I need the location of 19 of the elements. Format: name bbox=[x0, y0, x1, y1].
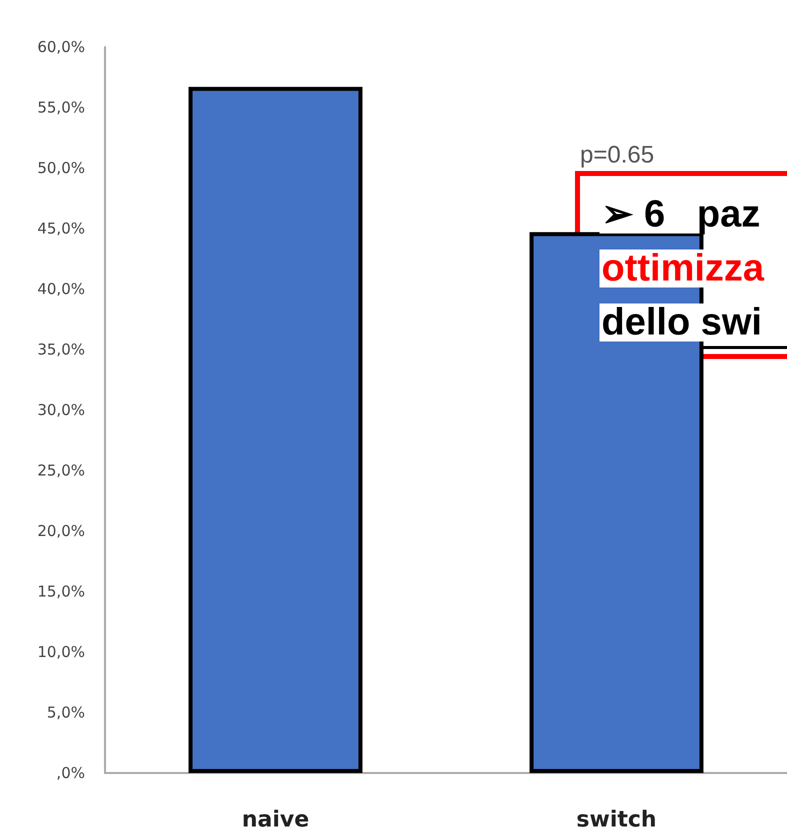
y-tick-label: 55,0% bbox=[37, 98, 85, 116]
annotation: ➢ 6 paz bbox=[602, 194, 760, 236]
y-tick-label: 40,0% bbox=[37, 280, 85, 298]
annotation: dello swi bbox=[602, 302, 762, 344]
y-tick-label: 30,0% bbox=[37, 401, 85, 419]
y-tick-label: 50,0% bbox=[37, 159, 85, 177]
x-tick-label: switch bbox=[576, 808, 657, 832]
y-tick-label: 35,0% bbox=[37, 340, 85, 358]
y-tick-label: 5,0% bbox=[46, 704, 85, 722]
y-tick-label: 15,0% bbox=[37, 582, 85, 600]
annotation: ottimizza bbox=[602, 248, 765, 290]
y-tick-label: 20,0% bbox=[37, 522, 85, 540]
y-tick-label: ,0% bbox=[56, 764, 85, 782]
y-tick-label: 45,0% bbox=[37, 220, 85, 238]
y-tick-label: 25,0% bbox=[37, 462, 85, 480]
y-tick-label: 60,0% bbox=[37, 38, 85, 56]
y-tick-label: 10,0% bbox=[37, 643, 85, 661]
annotation: p=0.65 bbox=[580, 142, 654, 168]
x-tick-label: naive bbox=[242, 808, 310, 832]
